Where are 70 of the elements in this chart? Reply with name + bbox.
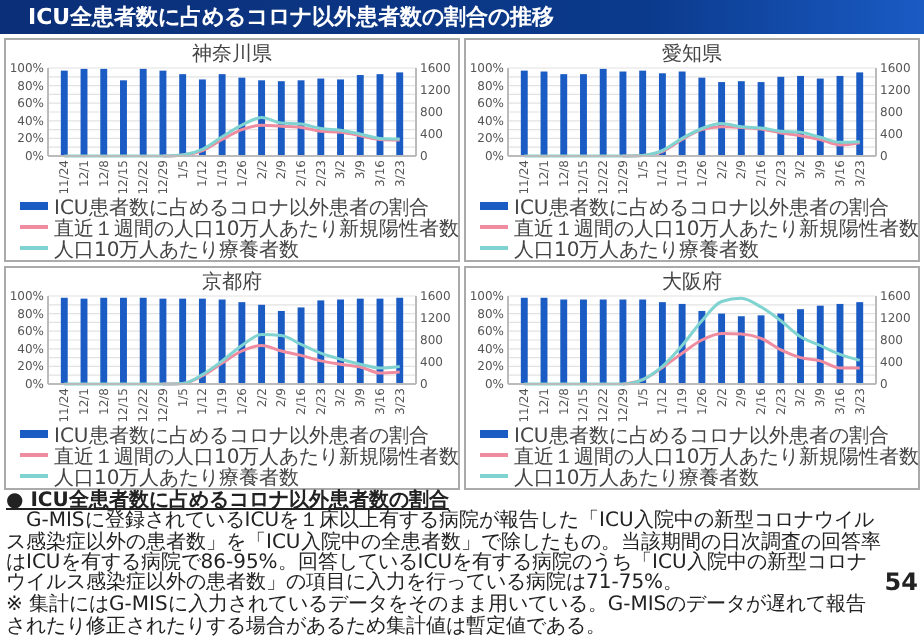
line-series xyxy=(62,333,402,386)
bar xyxy=(520,70,528,156)
bar xyxy=(599,68,607,156)
bar xyxy=(698,77,706,156)
legend-label: ICU患者数に占めるコロナ以外患者の割合 xyxy=(54,424,429,448)
bar xyxy=(580,74,587,156)
bar xyxy=(560,299,568,384)
bar xyxy=(198,298,206,384)
bar xyxy=(816,78,824,156)
bar xyxy=(599,299,607,384)
bar xyxy=(179,298,187,384)
legend-label: ICU患者数に占めるコロナ以外患者の割合 xyxy=(54,196,429,220)
legend-label: 人口10万人あたり療養者数 xyxy=(54,466,300,490)
legend-label: 直近１週間の人口10万人あたり新規陽性者数 xyxy=(54,445,460,469)
bar xyxy=(218,299,226,384)
bar xyxy=(120,297,127,384)
bar xyxy=(580,299,587,384)
legend-label: 人口10万人あたり療養者数 xyxy=(54,238,300,262)
bar xyxy=(100,297,108,384)
bar xyxy=(856,302,864,384)
line-series xyxy=(522,122,862,158)
bar xyxy=(678,71,686,156)
bar xyxy=(797,309,804,384)
bar xyxy=(159,298,167,384)
chart-title: 大阪府 xyxy=(662,270,722,294)
legend-label: 人口10万人あたり療養者数 xyxy=(514,238,760,262)
chart-title: 京都府 xyxy=(202,270,262,294)
bar xyxy=(258,304,266,384)
legend-label: 直近１週間の人口10万人あたり新規陽性者数 xyxy=(514,217,920,241)
bar xyxy=(718,313,726,384)
bar xyxy=(639,70,647,156)
bar xyxy=(619,71,627,156)
text: ● ICU全患者数に占めるコロナ以外患者数の割合 xyxy=(6,490,449,512)
bar xyxy=(337,299,344,384)
text: ICU全患者数に占めるコロナ以外患者数の割合の推移 xyxy=(0,0,924,34)
bar xyxy=(317,300,325,384)
bar xyxy=(356,298,364,384)
bar xyxy=(520,297,528,384)
bar xyxy=(277,310,285,384)
bar xyxy=(396,297,404,384)
bar xyxy=(658,73,666,156)
bar xyxy=(856,72,864,156)
bar xyxy=(658,302,666,384)
line-series xyxy=(522,296,862,386)
bar xyxy=(560,74,568,156)
bar xyxy=(60,297,68,384)
bar xyxy=(139,297,147,384)
bar xyxy=(757,315,765,384)
bar xyxy=(757,82,765,156)
text: G-MISに登録されているICUを１床以上有する病院が報告した「ICU入院中の新型コロナウイルス感染症以外の患者数」を「ICU入院中の全患者数」で除したもの。当該期間の日次調査の回答率はICUを有する病院で86-95%。回答しているICUを有する病院のうち「ICU入院中の新型コロナウイルス感染症以外の患者数」の項目に入力を行っている病院は71-75%。 xyxy=(6,510,883,595)
legend-label: 直近１週間の人口10万人あたり新規陽性者数 xyxy=(514,445,920,469)
bar xyxy=(777,76,785,156)
legend-label: ICU患者数に占めるコロナ以外患者の割合 xyxy=(514,424,889,448)
bar xyxy=(619,299,627,384)
legend-label: ICU患者数に占めるコロナ以外患者の割合 xyxy=(514,196,889,220)
chart-title: 神奈川県 xyxy=(192,42,272,66)
line-series xyxy=(62,116,402,158)
text: ※ 集計にはG-MISに入力されているデータをそのまま用いている。G-MISのデータが遅れて報告されたり修正されたりする場合があるため集計値は暫定値である。 xyxy=(6,594,869,639)
bar xyxy=(816,305,824,384)
bar xyxy=(737,81,745,156)
bar xyxy=(797,75,804,156)
bar xyxy=(297,307,305,384)
bar xyxy=(718,82,726,156)
bar xyxy=(238,302,246,384)
legend-label: 直近１週間の人口10万人あたり新規陽性者数 xyxy=(54,217,460,241)
chart-title: 愛知県 xyxy=(662,42,722,66)
bar xyxy=(737,316,745,384)
text: 54 xyxy=(884,568,918,596)
legend-label: 人口10万人あたり療養者数 xyxy=(514,466,760,490)
bar xyxy=(639,299,647,384)
